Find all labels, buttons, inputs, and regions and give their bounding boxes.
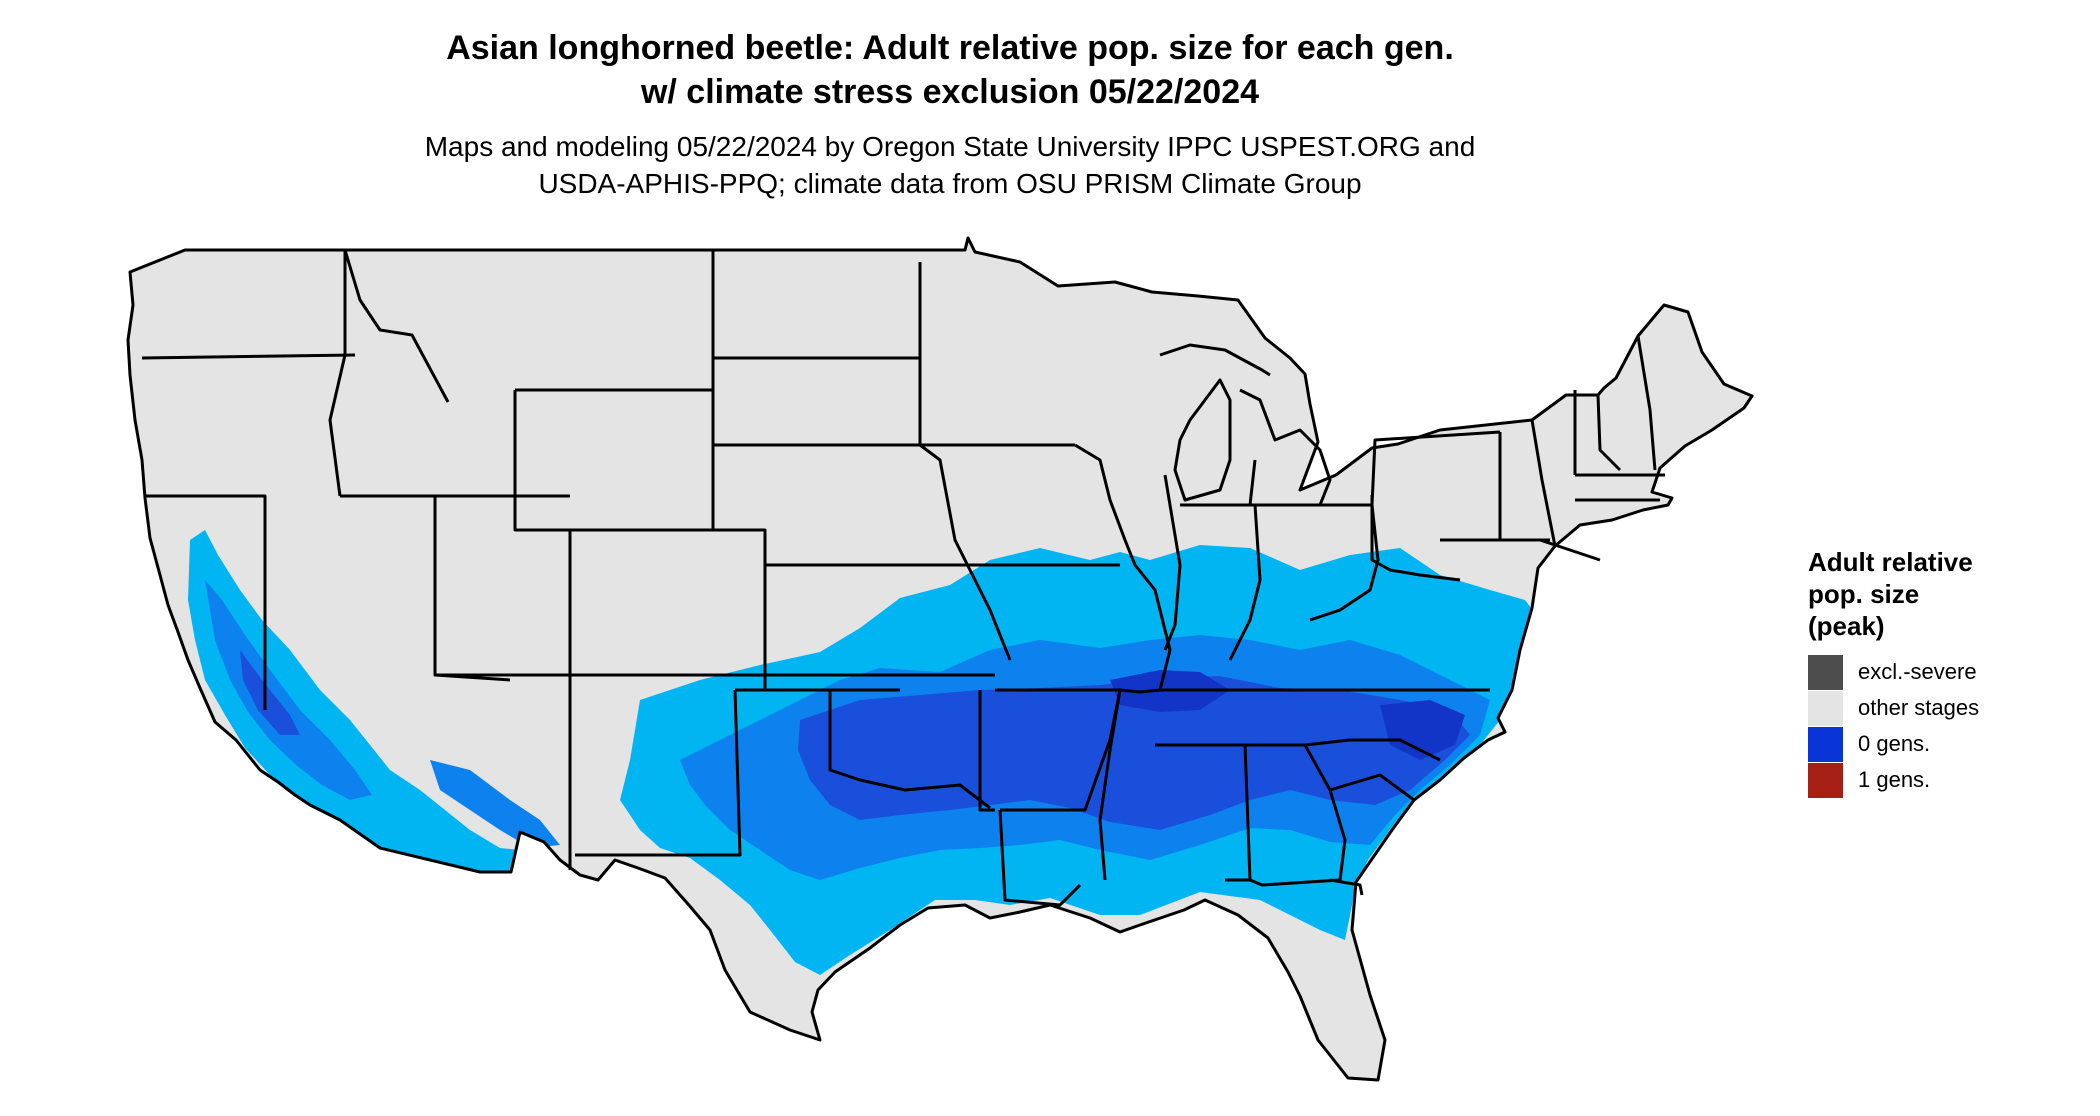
- map-title: Asian longhorned beetle: Adult relative …: [0, 26, 1900, 114]
- band-mid-blue-west: [205, 580, 372, 800]
- legend-item-1-gens: 1 gens.: [1808, 762, 2078, 798]
- band-deep-blue: [798, 676, 1470, 830]
- map-title-line2: w/ climate stress exclusion 05/22/2024: [640, 73, 1260, 111]
- legend-label-excl-severe: excl.-severe: [1858, 659, 1977, 684]
- legend-label-1-gens: 1 gens.: [1858, 767, 1931, 792]
- legend-title-line3: (peak): [1808, 611, 1885, 641]
- legend-title-line1: Adult relative: [1808, 547, 1973, 577]
- band-deep-blue-west: [240, 650, 300, 735]
- map-title-line1: Asian longhorned beetle: Adult relative …: [446, 29, 1454, 67]
- legend-swatch-excl-severe: [1808, 654, 1843, 690]
- legend-label-0-gens: 0 gens.: [1858, 731, 1931, 756]
- legend-label-other-stages: other stages: [1858, 695, 1980, 720]
- legend-item-other-stages: other stages: [1808, 690, 2078, 726]
- legend-swatch-1-gens: [1808, 762, 1843, 798]
- legend-item-0-gens: 0 gens.: [1808, 726, 2078, 762]
- model-output-layer: [188, 530, 1540, 975]
- legend-title-line2: pop. size: [1808, 579, 1920, 609]
- state-borders: [126, 236, 1754, 1082]
- map-subtitle-line2: USDA-APHIS-PPQ; climate data from OSU PR…: [538, 168, 1362, 199]
- band-mid-blue-arizona: [430, 760, 560, 848]
- patch-darkest-blue-2: [1380, 700, 1465, 760]
- legend: Adult relative pop. size (peak) excl.-se…: [1808, 546, 2078, 798]
- map-subtitle: Maps and modeling 05/22/2024 by Oregon S…: [0, 128, 1900, 202]
- map-subtitle-line1: Maps and modeling 05/22/2024 by Oregon S…: [424, 131, 1476, 162]
- legend-swatch-other-stages: [1808, 690, 1843, 726]
- legend-swatch-0-gens: [1808, 726, 1843, 762]
- legend-title: Adult relative pop. size (peak): [1808, 546, 2078, 642]
- legend-item-excl-severe: excl.-severe: [1808, 654, 2078, 690]
